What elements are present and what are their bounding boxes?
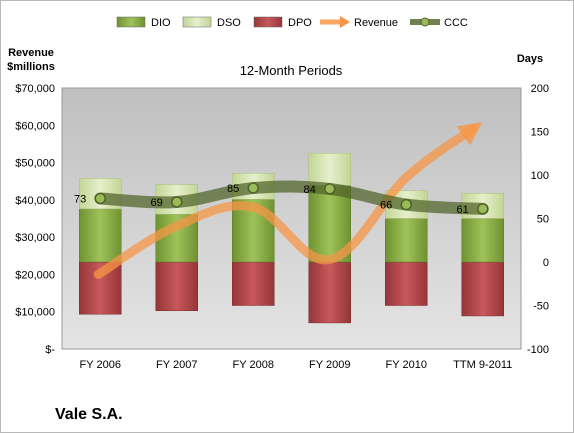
labels-group: 73 69 85 84 66 61 [74,183,469,216]
right-axis-ticks: -100 -50 0 50 100 150 200 [527,83,549,356]
bar-dpo-1 [155,261,198,311]
left-tick-5: $50,000 [15,158,55,170]
ccc-label-3: 84 [304,184,316,196]
left-axis-ticks: $- $10,000 $20,000 $30,000 $40,000 $50,000 $60… [15,83,55,356]
right-axis-label: Days [517,53,543,65]
ccc-label-5: 61 [457,204,469,216]
legend-label-dio: DIO [151,17,171,29]
revenue-line [93,122,483,279]
bar-dpo-4 [385,261,428,306]
category-labels: FY 2006 FY 2007 FY 2008 FY 2009 FY 2010 TTM 9… [80,359,513,371]
ccc-label-2: 85 [227,183,239,195]
left-tick-7: $70,000 [15,83,55,95]
bar-dso-3 [308,153,351,186]
legend-label-revenue: Revenue [354,17,398,29]
left-tick-0: $- [45,344,55,356]
plot-area [61,87,522,350]
bar-dio-4 [385,218,428,263]
bar-dpo-5 [461,261,504,317]
legend-swatch-dpo [253,16,283,28]
bar-dpo-2 [232,261,275,306]
ccc-marker-3 [324,183,336,195]
right-tick-4: 100 [531,170,549,182]
right-tick-6: 200 [531,83,549,95]
right-tick-1: -50 [533,301,549,313]
lines-group [93,122,489,279]
category-label-0: FY 2006 [80,359,121,371]
right-tick-3: 50 [537,214,549,226]
legend: DIO DSO DPO Revenue CCC [116,16,468,29]
category-label-4: FY 2010 [386,359,427,371]
company-name: Vale S.A. [55,406,123,423]
ccc-marker-2 [247,182,259,194]
left-tick-3: $30,000 [15,232,55,244]
legend-arrow-head [340,16,350,28]
left-tick-6: $60,000 [15,120,55,132]
legend-label-dpo: DPO [288,17,312,29]
ccc-line [94,180,489,215]
legend-swatch-dio [116,16,146,28]
left-tick-4: $40,000 [15,195,55,207]
ccc-marker-5 [477,203,489,215]
right-tick-5: 150 [531,127,549,139]
ccc-label-0: 73 [74,193,86,205]
chart-title: 12-Month Periods [240,63,343,78]
left-tick-2: $20,000 [15,269,55,281]
right-tick-2: 0 [543,257,549,269]
ccc-marker-4 [400,198,412,211]
ccc-marker-0 [94,192,106,205]
category-label-2: FY 2008 [233,359,274,371]
ccc-label-4: 66 [380,200,392,212]
bar-dio-0 [79,208,122,263]
right-tick-0: -100 [527,344,549,356]
legend-label-dso: DSO [217,17,241,29]
legend-label-ccc: CCC [444,17,468,29]
bar-dpo-3 [308,261,351,324]
left-axis-label-line2: $millions [7,61,55,73]
ccc-label-1: 69 [151,197,163,209]
category-label-5: TTM 9-2011 [453,359,512,371]
bar-dio-5 [461,218,504,263]
left-tick-1: $10,000 [15,307,55,319]
legend-swatch-dso [182,16,212,28]
category-label-3: FY 2009 [309,359,350,371]
ccc-marker-1 [171,196,183,208]
category-label-1: FY 2007 [156,359,197,371]
left-axis-label-line1: Revenue [8,47,54,59]
legend-ccc-marker [420,17,430,27]
